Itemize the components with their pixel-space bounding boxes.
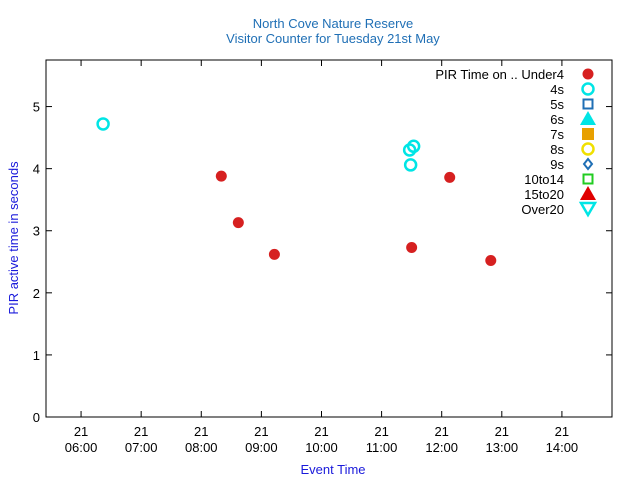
- y-axis: 0 1 2 3 4 5: [33, 100, 612, 425]
- x-tick-label-time: 14:00: [546, 440, 579, 455]
- y-tick-label: 0: [33, 410, 40, 425]
- x-tick-label-time: 08:00: [185, 440, 218, 455]
- x-tick-label-day: 21: [74, 424, 88, 439]
- data-point-under4: [444, 171, 456, 183]
- x-tick-label-time: 07:00: [125, 440, 158, 455]
- legend-marker-9s: [582, 157, 594, 171]
- data-point-under4: [268, 248, 280, 260]
- x-tick-label-day: 21: [434, 424, 448, 439]
- legend-marker-over20: [578, 201, 598, 218]
- y-tick-label: 1: [33, 348, 40, 363]
- y-tick-label: 3: [33, 224, 40, 239]
- legend-label: 9s: [550, 157, 564, 172]
- legend-marker-7s: [582, 128, 594, 140]
- x-tick-label-time: 13:00: [486, 440, 519, 455]
- data-point-under4: [485, 255, 497, 267]
- x-tick-label-day: 21: [314, 424, 328, 439]
- data-points: [96, 117, 497, 267]
- plot-frame: [45, 59, 613, 418]
- data-point-under4: [232, 217, 244, 229]
- x-tick-label-time: 06:00: [65, 440, 98, 455]
- legend: PIR Time on .. Under44s5s6s7s8s9s10to141…: [435, 67, 598, 218]
- data-point-4s: [403, 158, 418, 172]
- legend-marker-5s: [582, 98, 594, 110]
- x-tick-label-day: 21: [194, 424, 208, 439]
- y-tick-label: 4: [33, 162, 40, 177]
- legend-marker-15to20: [580, 186, 596, 200]
- legend-label: 6s: [550, 112, 564, 127]
- x-tick-label-time: 09:00: [245, 440, 278, 455]
- x-axis-label: Event Time: [300, 462, 365, 477]
- legend-label: PIR Time on .. Under4: [435, 67, 564, 82]
- legend-marker-under4: [582, 68, 594, 80]
- y-tick-label: 2: [33, 286, 40, 301]
- legend-marker-6s: [580, 111, 596, 125]
- legend-label: Over20: [521, 202, 564, 217]
- data-point-under4: [406, 242, 418, 254]
- legend-label: 7s: [550, 127, 564, 142]
- x-tick-label-day: 21: [555, 424, 569, 439]
- legend-marker-4s: [581, 82, 595, 96]
- legend-label: 15to20: [524, 187, 564, 202]
- data-point-4s: [96, 117, 110, 131]
- legend-label: 10to14: [524, 172, 564, 187]
- x-tick-label-time: 11:00: [366, 440, 398, 455]
- legend-label: 4s: [550, 82, 564, 97]
- x-tick-label-time: 12:00: [425, 440, 458, 455]
- chart-subtitle: Visitor Counter for Tuesday 21st May: [226, 31, 440, 46]
- y-tick-label: 5: [33, 100, 40, 115]
- y-axis-label: PIR active time in seconds: [6, 161, 21, 315]
- data-point-under4: [215, 170, 227, 182]
- legend-marker-8s: [581, 142, 595, 156]
- chart-title: North Cove Nature Reserve: [253, 16, 413, 31]
- x-tick-label-day: 21: [495, 424, 509, 439]
- x-tick-label-day: 21: [134, 424, 148, 439]
- x-tick-label-time: 10:00: [305, 440, 338, 455]
- legend-marker-10to14: [582, 173, 594, 185]
- legend-label: 5s: [550, 97, 564, 112]
- x-tick-label-day: 21: [374, 424, 388, 439]
- data-point-4s: [406, 139, 421, 154]
- x-tick-label-day: 21: [254, 424, 268, 439]
- legend-label: 8s: [550, 142, 564, 157]
- x-axis: 2106:002107:002108:002109:002110:002111:…: [65, 60, 578, 455]
